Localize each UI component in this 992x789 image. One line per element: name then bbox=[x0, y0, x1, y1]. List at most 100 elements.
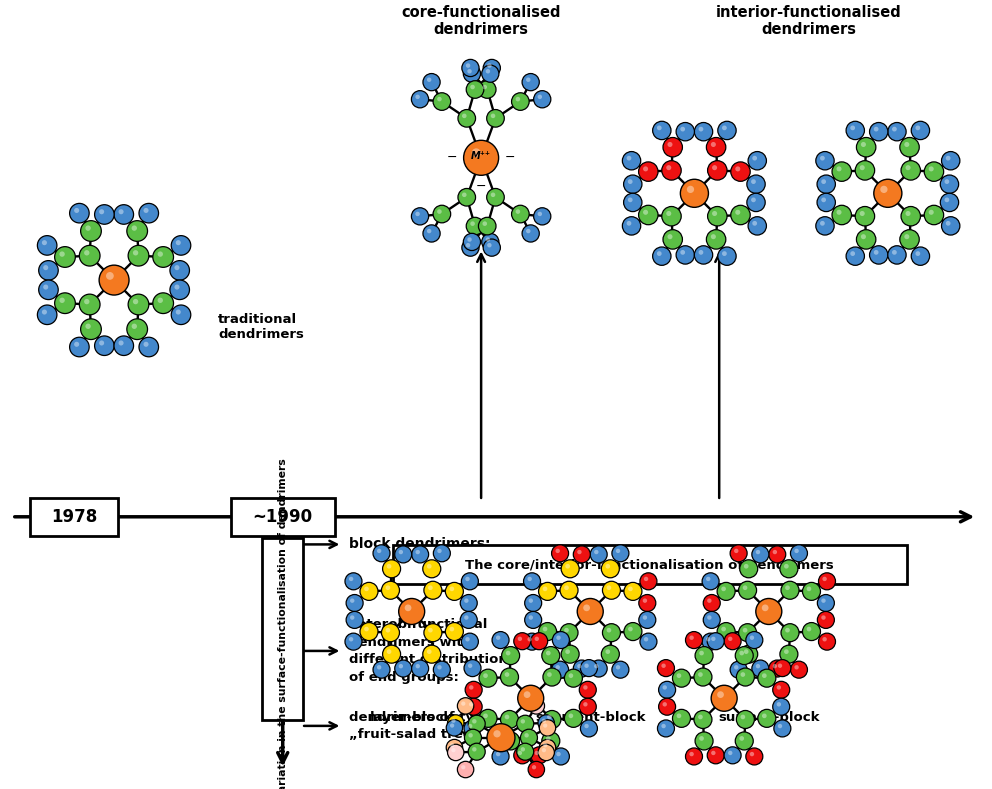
Circle shape bbox=[711, 686, 737, 711]
Circle shape bbox=[712, 165, 717, 170]
Circle shape bbox=[538, 715, 555, 731]
Circle shape bbox=[860, 211, 865, 216]
Circle shape bbox=[465, 682, 482, 698]
Text: M⁺⁺: M⁺⁺ bbox=[471, 151, 491, 161]
Circle shape bbox=[583, 604, 590, 611]
Circle shape bbox=[557, 635, 560, 640]
Circle shape bbox=[528, 697, 545, 714]
Circle shape bbox=[640, 633, 657, 650]
Circle shape bbox=[428, 628, 433, 633]
Circle shape bbox=[944, 197, 949, 202]
Circle shape bbox=[487, 724, 515, 752]
Circle shape bbox=[491, 193, 495, 197]
Circle shape bbox=[605, 564, 610, 569]
Circle shape bbox=[469, 685, 473, 690]
Circle shape bbox=[778, 724, 782, 728]
Circle shape bbox=[739, 623, 757, 641]
Circle shape bbox=[747, 175, 765, 193]
Circle shape bbox=[846, 122, 864, 140]
Circle shape bbox=[639, 595, 656, 611]
Circle shape bbox=[663, 137, 682, 157]
Circle shape bbox=[639, 162, 658, 181]
Circle shape bbox=[486, 69, 490, 73]
Circle shape bbox=[552, 661, 568, 679]
Circle shape bbox=[457, 697, 474, 714]
Circle shape bbox=[639, 611, 656, 628]
Circle shape bbox=[542, 732, 559, 750]
Circle shape bbox=[492, 748, 509, 765]
Circle shape bbox=[721, 626, 726, 631]
Circle shape bbox=[463, 65, 480, 82]
Circle shape bbox=[364, 586, 369, 591]
Circle shape bbox=[427, 564, 432, 569]
Circle shape bbox=[38, 305, 57, 324]
Circle shape bbox=[602, 623, 620, 641]
Circle shape bbox=[377, 665, 381, 670]
Circle shape bbox=[522, 225, 540, 242]
Circle shape bbox=[526, 229, 531, 234]
Circle shape bbox=[579, 698, 596, 715]
Circle shape bbox=[681, 127, 685, 132]
Circle shape bbox=[735, 732, 753, 750]
Circle shape bbox=[707, 161, 727, 180]
Circle shape bbox=[624, 193, 642, 211]
Circle shape bbox=[769, 546, 786, 563]
Circle shape bbox=[777, 685, 781, 690]
Circle shape bbox=[128, 294, 149, 315]
Circle shape bbox=[643, 615, 647, 619]
Circle shape bbox=[744, 649, 749, 654]
Circle shape bbox=[434, 93, 450, 110]
Circle shape bbox=[80, 319, 101, 339]
Circle shape bbox=[774, 660, 791, 677]
Circle shape bbox=[60, 252, 64, 256]
Circle shape bbox=[815, 217, 834, 235]
Circle shape bbox=[785, 585, 790, 590]
Circle shape bbox=[707, 598, 711, 603]
Circle shape bbox=[434, 205, 450, 222]
Circle shape bbox=[360, 582, 378, 600]
Circle shape bbox=[565, 564, 570, 569]
Circle shape bbox=[437, 97, 441, 101]
Circle shape bbox=[602, 581, 620, 600]
Circle shape bbox=[464, 729, 481, 746]
Circle shape bbox=[445, 582, 463, 600]
Circle shape bbox=[662, 207, 682, 226]
Circle shape bbox=[539, 582, 557, 600]
Circle shape bbox=[731, 162, 750, 181]
Circle shape bbox=[540, 739, 556, 756]
Circle shape bbox=[728, 637, 732, 641]
Circle shape bbox=[553, 748, 569, 765]
Circle shape bbox=[458, 189, 475, 206]
Circle shape bbox=[568, 673, 573, 678]
Circle shape bbox=[468, 664, 472, 668]
Circle shape bbox=[695, 732, 713, 750]
Circle shape bbox=[434, 544, 450, 562]
Circle shape bbox=[447, 715, 464, 731]
Circle shape bbox=[144, 342, 149, 347]
Circle shape bbox=[482, 84, 487, 89]
Circle shape bbox=[479, 709, 497, 727]
Circle shape bbox=[538, 95, 542, 99]
Circle shape bbox=[412, 208, 429, 225]
Circle shape bbox=[99, 265, 129, 295]
Circle shape bbox=[663, 702, 667, 706]
Circle shape bbox=[689, 635, 693, 640]
Circle shape bbox=[912, 122, 930, 140]
Text: traditional
dendrimers: traditional dendrimers bbox=[218, 313, 305, 342]
Circle shape bbox=[707, 615, 711, 619]
Circle shape bbox=[712, 211, 717, 216]
Circle shape bbox=[524, 573, 541, 590]
Circle shape bbox=[735, 210, 740, 215]
Circle shape bbox=[461, 765, 465, 769]
Circle shape bbox=[717, 582, 735, 600]
Circle shape bbox=[423, 73, 440, 91]
Circle shape bbox=[85, 226, 91, 231]
Circle shape bbox=[747, 193, 765, 211]
Circle shape bbox=[437, 548, 441, 553]
Circle shape bbox=[465, 698, 482, 715]
Circle shape bbox=[535, 637, 539, 641]
Circle shape bbox=[673, 669, 690, 687]
FancyBboxPatch shape bbox=[31, 498, 118, 536]
Circle shape bbox=[560, 581, 578, 600]
Circle shape bbox=[681, 250, 685, 255]
